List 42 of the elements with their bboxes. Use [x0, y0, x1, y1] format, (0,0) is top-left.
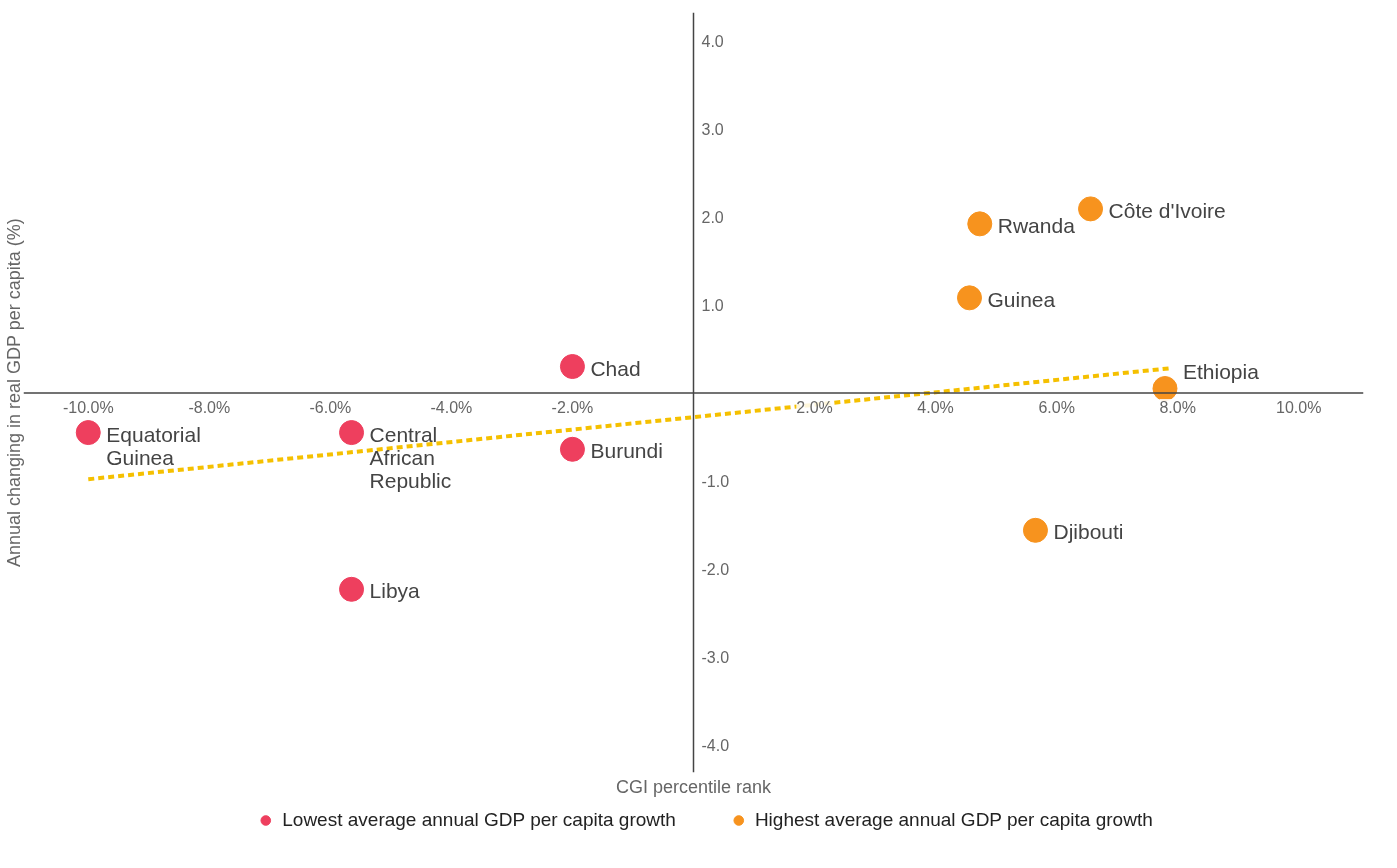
y-tick-label: 2.0 [701, 208, 724, 226]
legend-label: Lowest average annual GDP per capita growth [282, 809, 676, 831]
x-tick-label: 6.0% [1038, 398, 1075, 416]
x-tick-label: -2.0% [551, 398, 594, 416]
point [559, 436, 585, 462]
legend-label: Highest average annual GDP per capita growth [754, 809, 1153, 831]
annotation: Libya [369, 579, 421, 603]
annotation: Central African Republic [369, 422, 452, 492]
point [1152, 376, 1178, 402]
x-tick-label: -10.0% [62, 398, 114, 416]
y-tick-label: 1.0 [701, 296, 724, 314]
x-tick-label: 4.0% [917, 398, 954, 416]
point [1078, 196, 1104, 222]
annotation: Burundi [590, 439, 663, 463]
x-tick-label: -6.0% [309, 398, 352, 416]
annotation: Ethiopia [1182, 359, 1260, 383]
y-tick-label: 3.0 [701, 120, 724, 138]
point [1022, 517, 1048, 543]
y-tick-label: -1.0 [701, 473, 730, 491]
x-tick-label: -4.0% [430, 398, 473, 416]
point [956, 285, 982, 311]
y-tick-label: -3.0 [701, 649, 730, 667]
point [339, 576, 365, 602]
annotation: Côte d'Ivoire [1108, 198, 1226, 222]
point [75, 420, 101, 446]
x-tick-label: -8.0% [188, 398, 231, 416]
y-tick-label: -2.0 [701, 561, 730, 579]
annotation: Rwanda [997, 213, 1076, 237]
point [967, 211, 993, 237]
annotation: Djibouti [1053, 520, 1124, 544]
y-tick-label: 4.0 [701, 32, 724, 50]
annotation: Guinea [987, 287, 1056, 311]
x-tick-label: 2.0% [796, 398, 833, 416]
y-axis-title: Annual changing in real GDP per capita (%) [3, 218, 24, 568]
y-tick-label: -4.0 [701, 737, 730, 755]
annotation: Equatorial Guinea [106, 422, 201, 469]
point [339, 420, 365, 446]
x-axis-title: CGI percentile rank [615, 776, 773, 797]
x-tick-label: 8.0% [1159, 398, 1196, 416]
point [559, 354, 585, 379]
x-tick-label: 10.0% [1276, 398, 1322, 416]
annotation: Chad [590, 356, 641, 380]
